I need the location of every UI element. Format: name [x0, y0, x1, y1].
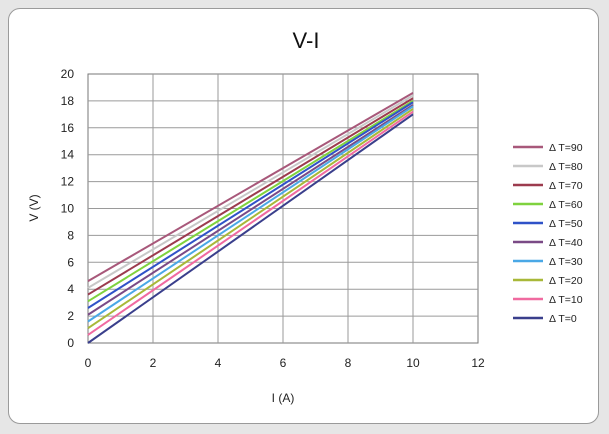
legend-label: Δ T=10	[549, 294, 583, 306]
y-tick-label: 6	[67, 255, 74, 269]
x-tick-label: 12	[471, 356, 485, 370]
series-line	[87, 91, 414, 282]
y-tick-label: 12	[61, 175, 75, 189]
legend-label: Δ T=40	[549, 237, 583, 249]
y-tick-label: 18	[61, 94, 75, 108]
series-line	[87, 108, 414, 330]
y-tick-label: 20	[61, 67, 75, 81]
grid	[88, 74, 478, 343]
y-axis-label: V (V)	[27, 194, 41, 221]
y-tick-label: 10	[61, 202, 75, 216]
y-tick-label: 8	[67, 228, 74, 242]
y-tick-label: 14	[61, 148, 75, 162]
x-tick-label: 0	[85, 356, 92, 370]
series-line	[87, 104, 414, 316]
series-line	[87, 94, 414, 289]
legend-label: Δ T=50	[549, 218, 583, 230]
x-tick-label: 4	[215, 356, 222, 370]
y-tick-labels: 0 2 4 6 8 10 12 14 16 18 20	[61, 67, 75, 350]
series-line	[87, 97, 414, 296]
legend-label: Δ T=80	[549, 161, 583, 173]
legend-label: Δ T=70	[549, 180, 583, 192]
y-tick-label: 0	[67, 336, 74, 350]
x-tick-label: 10	[406, 356, 420, 370]
legend-label: Δ T=90	[549, 142, 583, 154]
legend-label: Δ T=20	[549, 275, 583, 287]
x-tick-label: 2	[150, 356, 157, 370]
series-line	[87, 105, 414, 323]
x-tick-label: 8	[345, 356, 352, 370]
series-line	[87, 100, 414, 303]
legend-label: Δ T=30	[549, 256, 583, 268]
series-line	[87, 110, 414, 336]
legend-label: Δ T=60	[549, 199, 583, 211]
x-axis-label: I (A)	[272, 391, 295, 405]
series-lines	[87, 91, 414, 344]
y-tick-label: 4	[67, 282, 74, 296]
y-tick-label: 16	[61, 121, 75, 135]
chart-title: V-I	[293, 28, 320, 53]
series-line	[87, 101, 414, 309]
legend: Δ T=90 Δ T=80 Δ T=70 Δ T=60 Δ T=50 Δ T=40 Δ T=…	[513, 142, 583, 325]
series-line	[87, 113, 414, 344]
y-tick-label: 2	[67, 309, 74, 323]
x-tick-labels: 0 2 4 6 8 10 12	[85, 356, 485, 370]
legend-label: Δ T=0	[549, 313, 577, 325]
x-tick-label: 6	[280, 356, 287, 370]
